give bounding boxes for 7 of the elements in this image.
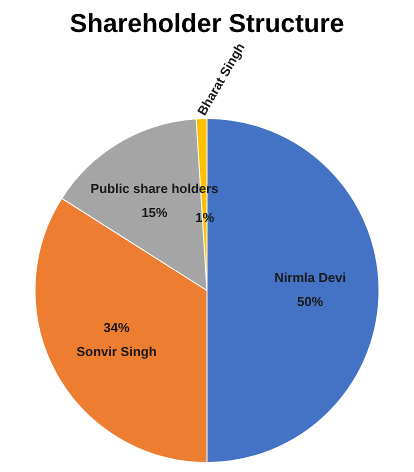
slice-label: Nirmla Devi	[274, 270, 346, 286]
data-label: 34%	[104, 320, 130, 335]
data-label: 15%	[141, 205, 168, 220]
data-label: 1%	[195, 210, 215, 225]
chart-title: Shareholder Structure	[68, 8, 346, 38]
data-label: 50%	[297, 294, 324, 310]
slice-label: Sonvir Singh	[76, 344, 157, 359]
